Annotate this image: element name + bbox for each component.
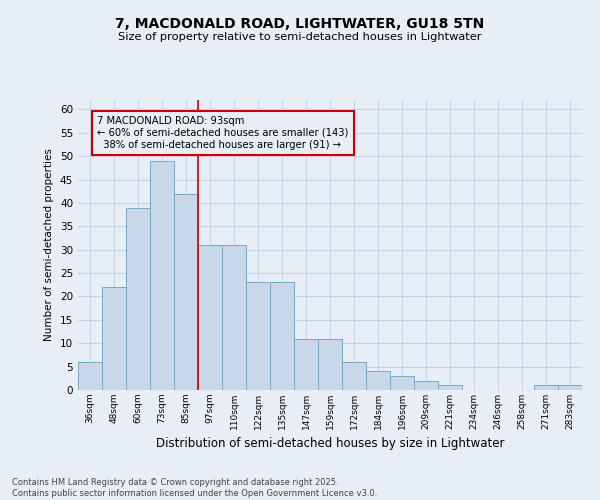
Bar [198,245,222,390]
Bar [318,338,342,390]
Bar [414,380,438,390]
Bar [558,386,582,390]
Bar [150,161,174,390]
Bar [174,194,198,390]
Bar [102,287,126,390]
Text: 7 MACDONALD ROAD: 93sqm
← 60% of semi-detached houses are smaller (143)
  38% of: 7 MACDONALD ROAD: 93sqm ← 60% of semi-de… [97,116,349,150]
Bar [534,386,558,390]
Bar [78,362,102,390]
Bar [342,362,366,390]
Bar [246,282,270,390]
Bar [366,372,390,390]
Bar [294,338,318,390]
X-axis label: Distribution of semi-detached houses by size in Lightwater: Distribution of semi-detached houses by … [156,438,504,450]
Text: Size of property relative to semi-detached houses in Lightwater: Size of property relative to semi-detach… [118,32,482,42]
Y-axis label: Number of semi-detached properties: Number of semi-detached properties [44,148,55,342]
Bar [270,282,294,390]
Bar [438,386,462,390]
Text: Contains HM Land Registry data © Crown copyright and database right 2025.
Contai: Contains HM Land Registry data © Crown c… [12,478,377,498]
Bar [126,208,150,390]
Bar [222,245,246,390]
Text: 7, MACDONALD ROAD, LIGHTWATER, GU18 5TN: 7, MACDONALD ROAD, LIGHTWATER, GU18 5TN [115,18,485,32]
Bar [390,376,414,390]
